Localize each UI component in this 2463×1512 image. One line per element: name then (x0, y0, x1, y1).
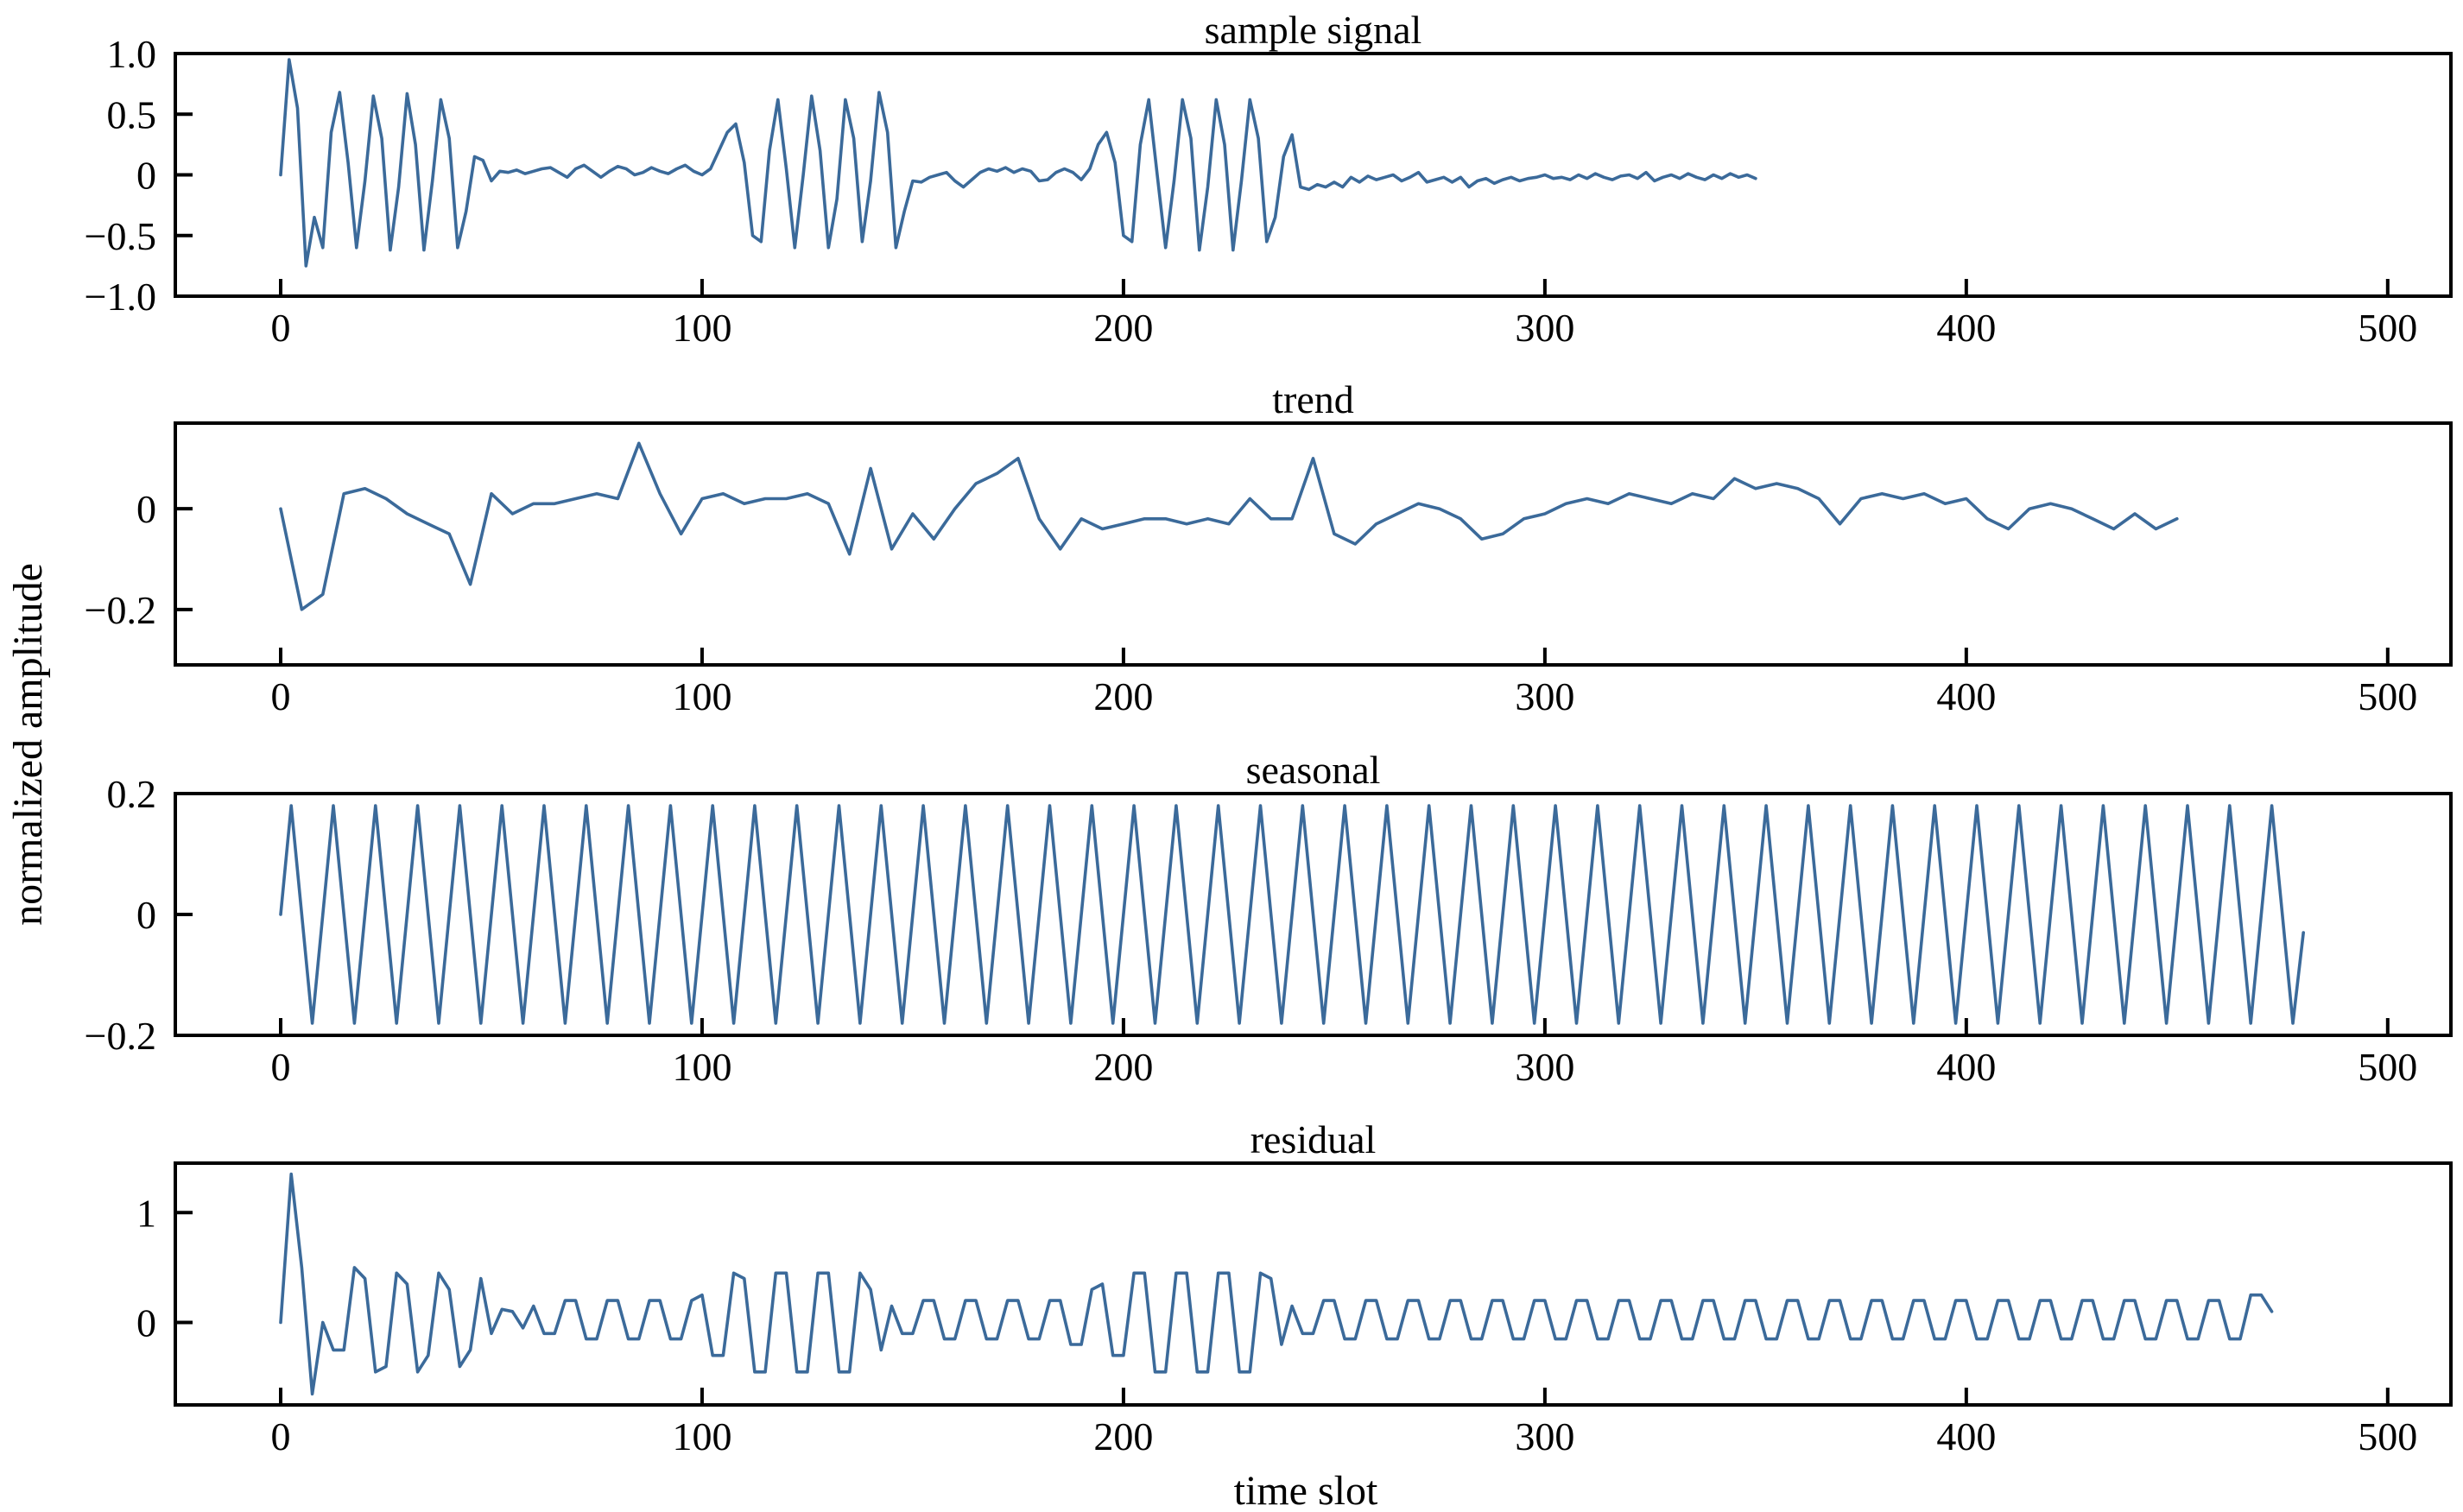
x-tick-label: 500 (2358, 1045, 2417, 1089)
panel-4: residual 0 100 200 300 400 500 0 1 (136, 1117, 2453, 1458)
x-tick-label: 0 (270, 1414, 290, 1458)
y-axis-label: normalized amplitude (5, 563, 51, 926)
series-line (279, 441, 2179, 611)
x-tick-label: 0 (270, 306, 290, 350)
axes-frame (174, 52, 2453, 298)
x-tick-label: 200 (1093, 1414, 1153, 1458)
y-tick-label: 1.0 (107, 32, 157, 76)
panel-2: trend 0 100 200 300 400 500 −0.2 0 (85, 377, 2453, 718)
y-tick-label: 0.5 (107, 92, 157, 136)
panel-title: residual (1250, 1117, 1377, 1161)
series-line (279, 1172, 2274, 1396)
x-tick-label: 0 (270, 1045, 290, 1089)
x-tick-label: 0 (270, 674, 290, 718)
x-axis-label: time slot (1234, 1468, 1378, 1512)
y-tick-label: 0 (136, 154, 156, 198)
panel-title: seasonal (1246, 748, 1381, 792)
x-tick-label: 400 (1936, 1414, 1996, 1458)
series-line (279, 58, 1757, 268)
x-tick-label: 300 (1515, 306, 1574, 350)
x-tick-label: 400 (1936, 674, 1996, 718)
axes-frame (174, 421, 2453, 667)
x-tick-label: 200 (1093, 1045, 1153, 1089)
panel-3: seasonal 0 100 200 300 400 500 −0.2 0 0.2 (85, 748, 2453, 1089)
series-line (279, 804, 2305, 1025)
x-tick-label: 400 (1936, 1045, 1996, 1089)
x-tick-label: 200 (1093, 306, 1153, 350)
panel-title: trend (1272, 377, 1354, 421)
x-tick-label: 100 (672, 306, 731, 350)
y-tick-label: 0 (136, 893, 156, 937)
x-tick-label: 100 (672, 1045, 731, 1089)
y-tick-label: 0.2 (107, 772, 157, 816)
x-tick-label: 300 (1515, 674, 1574, 718)
x-tick-label: 400 (1936, 306, 1996, 350)
y-tick-label: −1.0 (85, 275, 156, 319)
axes-frame (174, 1161, 2453, 1407)
panel-title: sample signal (1205, 8, 1422, 52)
y-tick-label: 1 (136, 1191, 156, 1235)
y-tick-label: −0.2 (85, 1014, 156, 1058)
y-tick-label: −0.5 (85, 214, 156, 258)
y-tick-label: 0 (136, 1301, 156, 1345)
x-tick-label: 500 (2358, 1414, 2417, 1458)
x-tick-label: 500 (2358, 306, 2417, 350)
panel-1: sample signal 0 100 200 300 400 500 −1.0 −0.5 0 0.… (85, 8, 2453, 350)
y-tick-label: 0 (136, 487, 156, 531)
y-tick-label: −0.2 (85, 588, 156, 632)
x-tick-label: 300 (1515, 1045, 1574, 1089)
x-tick-label: 200 (1093, 674, 1153, 718)
x-tick-label: 300 (1515, 1414, 1574, 1458)
x-tick-label: 100 (672, 1414, 731, 1458)
x-tick-label: 500 (2358, 674, 2417, 718)
x-tick-label: 100 (672, 674, 731, 718)
